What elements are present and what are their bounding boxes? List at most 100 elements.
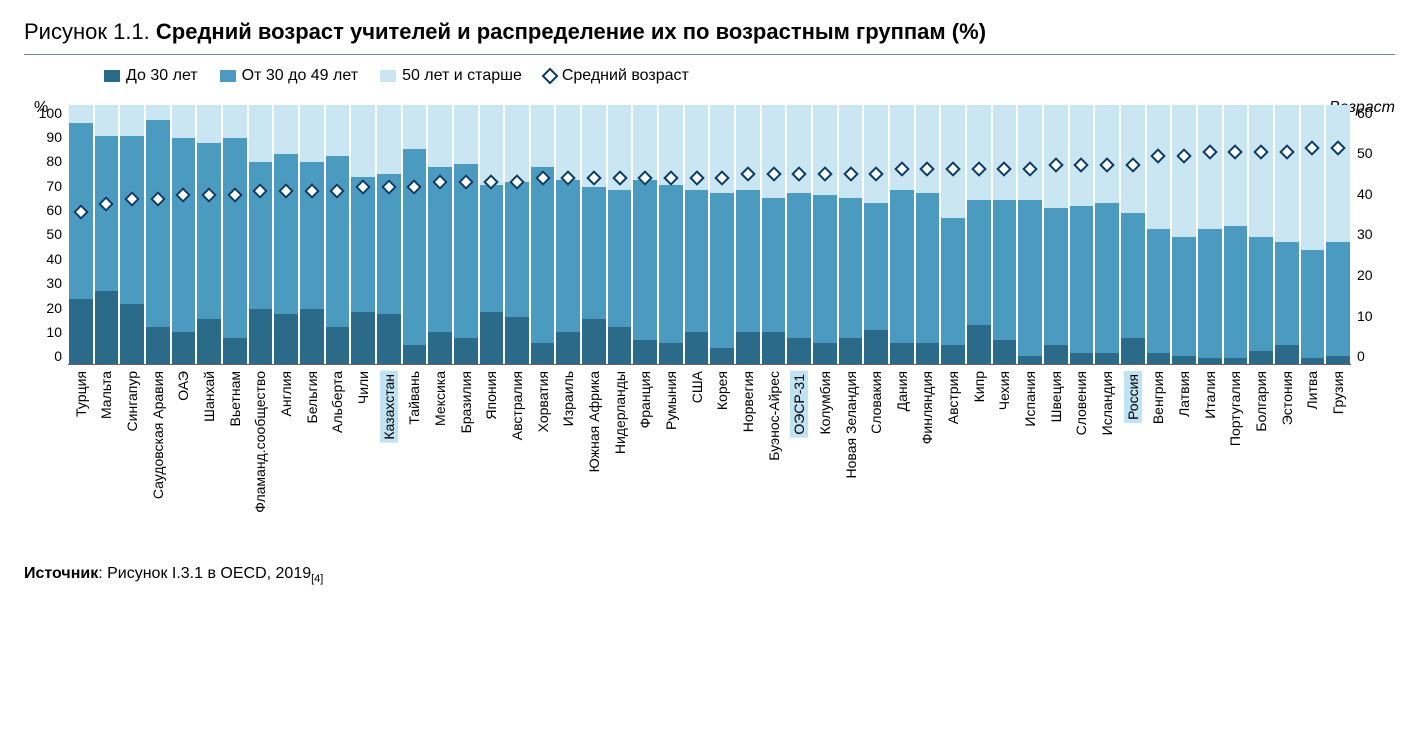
x-label-text: Вьетнам (227, 371, 243, 427)
segment-30to49 (146, 120, 170, 327)
x-label-text: Нидерланды (612, 371, 628, 454)
segment-under30 (326, 327, 350, 363)
bar-stack (223, 105, 247, 364)
y-left-tick: 0 (24, 348, 62, 364)
x-label-text: Хорватия (535, 371, 551, 432)
segment-50plus (1249, 105, 1273, 237)
x-label-text: Япония (483, 371, 499, 420)
bar-column (69, 105, 93, 364)
x-label: Франция (633, 371, 657, 561)
bar-column (1326, 105, 1350, 364)
y-left-tick: 70 (24, 178, 62, 194)
x-label-text: Румыния (663, 371, 679, 430)
segment-30to49 (1070, 206, 1094, 354)
bar-column (1275, 105, 1299, 364)
chart: % Возраст 1009080706050403020100 6050403… (24, 105, 1395, 561)
bar-column (197, 105, 221, 364)
x-label: Словакия (864, 371, 888, 561)
segment-under30 (1018, 356, 1042, 364)
x-label-text: Литва (1304, 371, 1320, 410)
segment-30to49 (787, 193, 811, 338)
bar-column (120, 105, 144, 364)
bar-stack (890, 105, 914, 364)
bar-column (531, 105, 555, 364)
segment-under30 (454, 338, 478, 364)
plot-area (68, 105, 1351, 365)
segment-50plus (1172, 105, 1196, 237)
source-label: Источник (24, 565, 98, 582)
x-label-text: Чехия (996, 371, 1012, 410)
segment-30to49 (1018, 200, 1042, 355)
x-label-text: Венгрия (1150, 371, 1166, 424)
segment-50plus (839, 105, 863, 198)
figure-title: Рисунок 1.1. Средний возраст учителей и … (24, 18, 1395, 46)
segment-under30 (1275, 345, 1299, 363)
segment-30to49 (993, 200, 1017, 340)
segment-30to49 (223, 138, 247, 337)
title-prefix: Рисунок 1.1. (24, 19, 156, 44)
y-left-tick: 20 (24, 300, 62, 316)
x-label-text: Буэнос-Айрес (766, 371, 782, 461)
x-label: Бельгия (300, 371, 324, 561)
bar-stack (762, 105, 786, 364)
x-label-text: Словения (1073, 371, 1089, 435)
y-left-tick: 40 (24, 251, 62, 267)
x-label-text: Израиль (560, 371, 576, 426)
segment-under30 (1172, 356, 1196, 364)
segment-under30 (762, 332, 786, 363)
bar-stack (403, 105, 427, 364)
segment-under30 (403, 345, 427, 363)
segment-50plus (403, 105, 427, 149)
segment-50plus (69, 105, 93, 123)
segment-50plus (197, 105, 221, 144)
x-label: Австрия (941, 371, 965, 561)
bar-stack (505, 105, 529, 364)
bar-stack (377, 105, 401, 364)
x-label-text: Южная Африка (586, 371, 602, 472)
bar-stack (556, 105, 580, 364)
y-left-ticks: 1009080706050403020100 (24, 105, 68, 365)
segment-under30 (710, 348, 734, 364)
segment-30to49 (1301, 250, 1325, 359)
segment-30to49 (633, 180, 657, 341)
x-label: Казахстан (377, 371, 401, 561)
x-label-text: Бразилия (458, 371, 474, 433)
bar-stack (428, 105, 452, 364)
x-label-text: Португалия (1227, 371, 1243, 446)
segment-30to49 (505, 182, 529, 317)
bar-stack (864, 105, 888, 364)
bar-stack (531, 105, 555, 364)
segment-under30 (197, 319, 221, 363)
x-label-text: Шанхай (201, 371, 217, 422)
segment-30to49 (710, 193, 734, 348)
bar-stack (582, 105, 606, 364)
bar-stack (454, 105, 478, 364)
bar-column (608, 105, 632, 364)
segment-30to49 (172, 138, 196, 332)
y-right-tick: 20 (1357, 267, 1395, 283)
legend-label-under30: До 30 лет (126, 67, 198, 85)
bar-column (249, 105, 273, 364)
bar-column (326, 105, 350, 364)
x-label: Фламанд.сообщество (249, 371, 273, 561)
segment-50plus (172, 105, 196, 139)
segment-30to49 (941, 218, 965, 345)
segment-under30 (864, 330, 888, 364)
x-label-text: Мальта (98, 371, 114, 419)
bar-stack (813, 105, 837, 364)
segment-30to49 (95, 136, 119, 291)
x-label: Мексика (428, 371, 452, 561)
x-label: Тайвань (403, 371, 427, 561)
segment-under30 (120, 304, 144, 364)
x-label-text: Фламанд.сообщество (252, 371, 268, 513)
segment-under30 (1121, 338, 1145, 364)
x-label-text: Франция (637, 371, 653, 428)
x-label: ОЭСР-31 (787, 371, 811, 561)
segment-50plus (531, 105, 555, 167)
segment-under30 (223, 338, 247, 364)
legend-item-under30: До 30 лет (104, 67, 198, 85)
bar-column (710, 105, 734, 364)
x-label: Новая Зеландия (839, 371, 863, 561)
segment-under30 (993, 340, 1017, 363)
x-label-text: Саудовская Аравия (150, 371, 166, 499)
